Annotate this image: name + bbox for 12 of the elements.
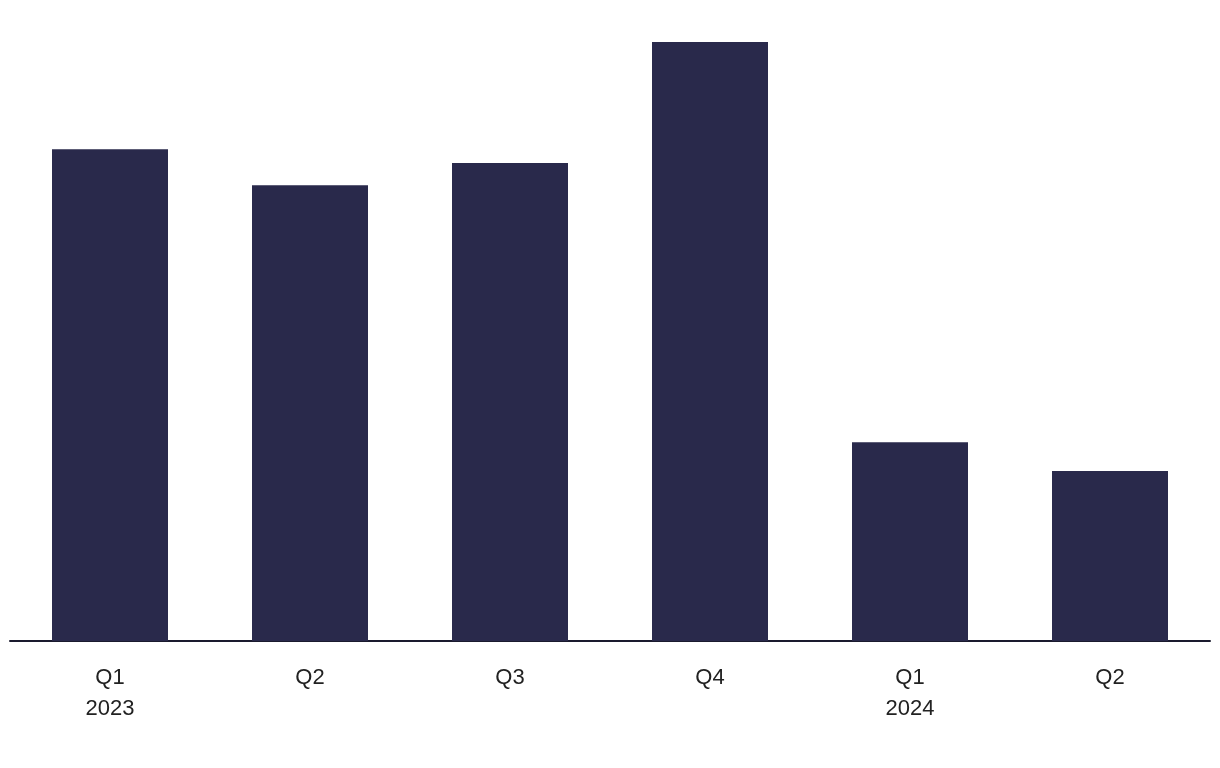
x-tick-label: Q1 2024	[885, 664, 935, 720]
bar	[452, 163, 568, 641]
x-tick-label: Q3	[495, 664, 525, 689]
x-tick-label: Q1 2023	[85, 664, 135, 720]
bar	[652, 42, 768, 641]
x-tick-label: Q2	[295, 664, 325, 689]
x-tick-label: Q4	[695, 664, 725, 689]
x-tick-label: Q2	[1095, 664, 1125, 689]
bar	[52, 149, 168, 641]
bar	[1052, 470, 1168, 641]
bar	[852, 442, 968, 641]
bar	[252, 185, 368, 641]
